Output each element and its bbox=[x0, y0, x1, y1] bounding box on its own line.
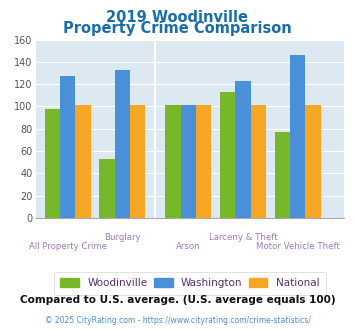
Bar bbox=[196, 105, 211, 218]
Bar bbox=[305, 105, 321, 218]
Text: All Property Crime: All Property Crime bbox=[29, 242, 107, 251]
Text: Arson: Arson bbox=[176, 242, 201, 251]
Text: Motor Vehicle Theft: Motor Vehicle Theft bbox=[256, 242, 340, 251]
Bar bbox=[75, 105, 91, 218]
Bar bbox=[235, 81, 251, 218]
Bar bbox=[45, 109, 60, 218]
Bar bbox=[130, 105, 145, 218]
Bar bbox=[99, 159, 115, 218]
Text: 2019 Woodinville: 2019 Woodinville bbox=[106, 10, 248, 25]
Bar bbox=[181, 105, 196, 218]
Bar bbox=[290, 55, 305, 218]
Bar bbox=[220, 92, 235, 218]
Text: © 2025 CityRating.com - https://www.cityrating.com/crime-statistics/: © 2025 CityRating.com - https://www.city… bbox=[45, 316, 310, 325]
Bar bbox=[251, 105, 266, 218]
Bar bbox=[60, 76, 75, 218]
Text: Compared to U.S. average. (U.S. average equals 100): Compared to U.S. average. (U.S. average … bbox=[20, 295, 335, 305]
Text: Burglary: Burglary bbox=[104, 233, 141, 243]
Bar bbox=[165, 105, 181, 218]
Bar bbox=[115, 70, 130, 218]
Bar bbox=[275, 132, 290, 218]
Text: Larceny & Theft: Larceny & Theft bbox=[209, 233, 277, 243]
Text: Property Crime Comparison: Property Crime Comparison bbox=[63, 21, 292, 36]
Legend: Woodinville, Washington, National: Woodinville, Washington, National bbox=[54, 272, 326, 295]
